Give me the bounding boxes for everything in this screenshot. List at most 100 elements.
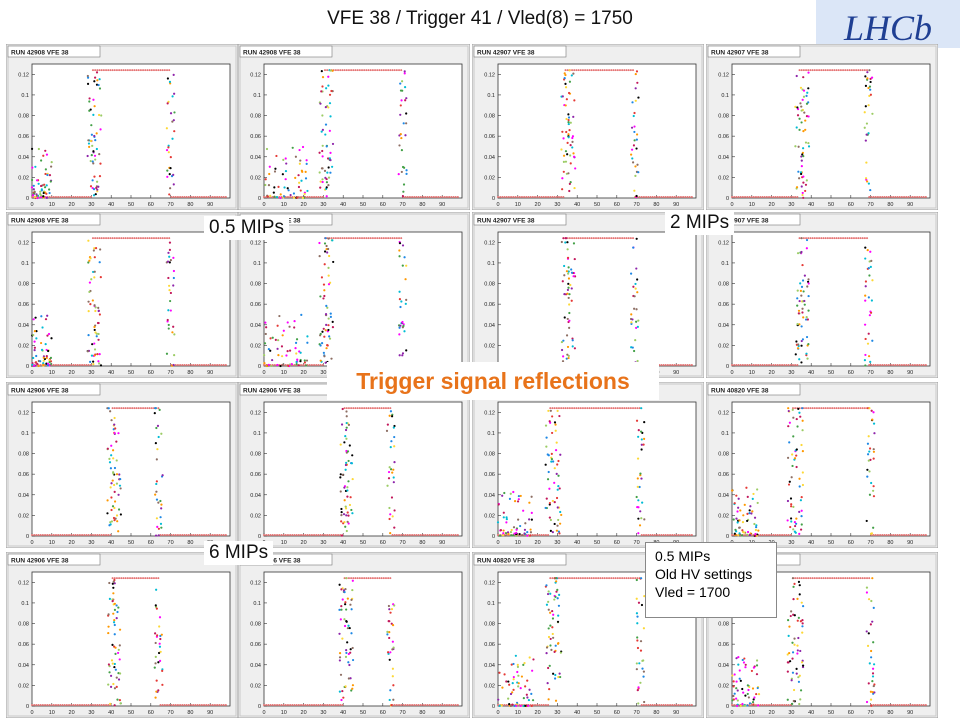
baseline-point	[452, 703, 455, 706]
spike-point	[172, 276, 175, 280]
y-tick-label: 0.02	[18, 513, 29, 519]
baseline-point	[369, 69, 372, 72]
baseline-point	[839, 577, 842, 580]
baseline-point	[363, 577, 366, 580]
spike-point	[112, 682, 115, 686]
baseline-point	[770, 195, 773, 198]
noise-point	[512, 675, 515, 679]
baseline-point	[81, 703, 84, 706]
baseline-point	[761, 703, 764, 706]
baseline-point	[839, 237, 842, 240]
spike-point	[633, 349, 636, 353]
baseline-point	[415, 533, 418, 536]
spike-point	[802, 95, 806, 98]
baseline-point	[176, 363, 179, 366]
spike-point	[872, 485, 875, 488]
y-tick-label: 0.1	[21, 261, 29, 267]
spike-point	[869, 360, 872, 363]
baseline-point	[33, 533, 36, 536]
noise-point	[42, 154, 45, 157]
spike-point	[113, 602, 116, 605]
noise-point	[273, 170, 277, 173]
y-tick-label: 0.08	[484, 622, 495, 628]
baseline-point	[614, 69, 617, 72]
y-tick-label: 0.06	[18, 472, 29, 478]
spike-point	[348, 503, 352, 507]
spike-point	[553, 522, 556, 526]
spike-point	[328, 129, 331, 132]
spike-point	[547, 666, 550, 670]
spike-point	[567, 354, 570, 358]
spike-point	[345, 426, 348, 429]
baseline-point	[332, 703, 335, 706]
spike-point	[797, 343, 800, 346]
spike-point	[167, 151, 170, 154]
baseline-point	[300, 533, 303, 536]
noise-point	[33, 196, 36, 199]
spike-point	[154, 632, 157, 635]
y-tick-label: 0.02	[484, 343, 495, 349]
spike-point	[551, 415, 554, 418]
baseline-point	[800, 577, 803, 580]
spike-point	[549, 644, 552, 647]
spike-point	[556, 488, 559, 491]
spike-point	[155, 458, 158, 461]
baseline-point	[510, 195, 513, 198]
y-tick-label: 0.12	[250, 580, 261, 586]
baseline-point	[321, 363, 324, 366]
noise-point	[42, 359, 45, 362]
spike-point	[89, 108, 92, 111]
spike-point	[641, 659, 644, 662]
spike-point	[344, 601, 347, 604]
baseline-point	[744, 195, 747, 198]
noise-point	[507, 532, 510, 536]
baseline-point	[350, 577, 353, 580]
baseline-point	[748, 363, 751, 366]
panel-title: RUN 42908 VFE 38	[243, 50, 301, 57]
baseline-point	[560, 577, 563, 580]
noise-point	[731, 489, 734, 492]
spike-point	[556, 409, 559, 412]
spike-point	[560, 348, 564, 352]
spike-point	[805, 335, 809, 339]
spike-point	[869, 690, 872, 693]
spike-point	[400, 136, 403, 140]
spike-point	[558, 532, 561, 535]
baseline-point	[903, 363, 906, 366]
baseline-point	[741, 363, 744, 366]
spike-point	[116, 610, 119, 614]
x-tick-label: 50	[128, 202, 134, 208]
spike-point	[635, 133, 639, 136]
spike-point	[790, 520, 793, 523]
baseline-point	[629, 407, 632, 410]
y-tick-label: 0.1	[721, 431, 729, 437]
noise-point	[530, 518, 533, 521]
x-tick-label: 20	[69, 710, 75, 716]
spike-point	[319, 186, 322, 189]
y-tick-label: 0.02	[18, 343, 29, 349]
spike-point	[110, 454, 113, 457]
y-tick-label: 0	[26, 364, 29, 370]
baseline-point	[918, 195, 921, 198]
baseline-point	[109, 237, 112, 240]
spike-point	[633, 139, 636, 142]
spike-point	[399, 113, 402, 116]
spike-point	[549, 611, 552, 614]
baseline-point	[435, 533, 438, 536]
x-tick-label: 40	[340, 710, 346, 716]
spike-point	[109, 685, 113, 688]
spike-point	[155, 490, 158, 493]
noise-point	[746, 495, 749, 498]
x-tick-label: 80	[887, 710, 893, 716]
spike-point	[561, 188, 564, 191]
chart-panel-11: RUN 42906 VFE 3800.020.040.060.080.10.12…	[472, 382, 704, 548]
spike-point	[641, 667, 644, 670]
spike-point	[635, 267, 638, 270]
spike-point	[86, 82, 90, 85]
baseline-point	[870, 195, 873, 198]
noise-point	[276, 347, 279, 350]
baseline-point	[59, 363, 62, 366]
spike-point	[113, 506, 116, 510]
baseline-point	[677, 703, 680, 706]
spike-point	[867, 267, 870, 270]
